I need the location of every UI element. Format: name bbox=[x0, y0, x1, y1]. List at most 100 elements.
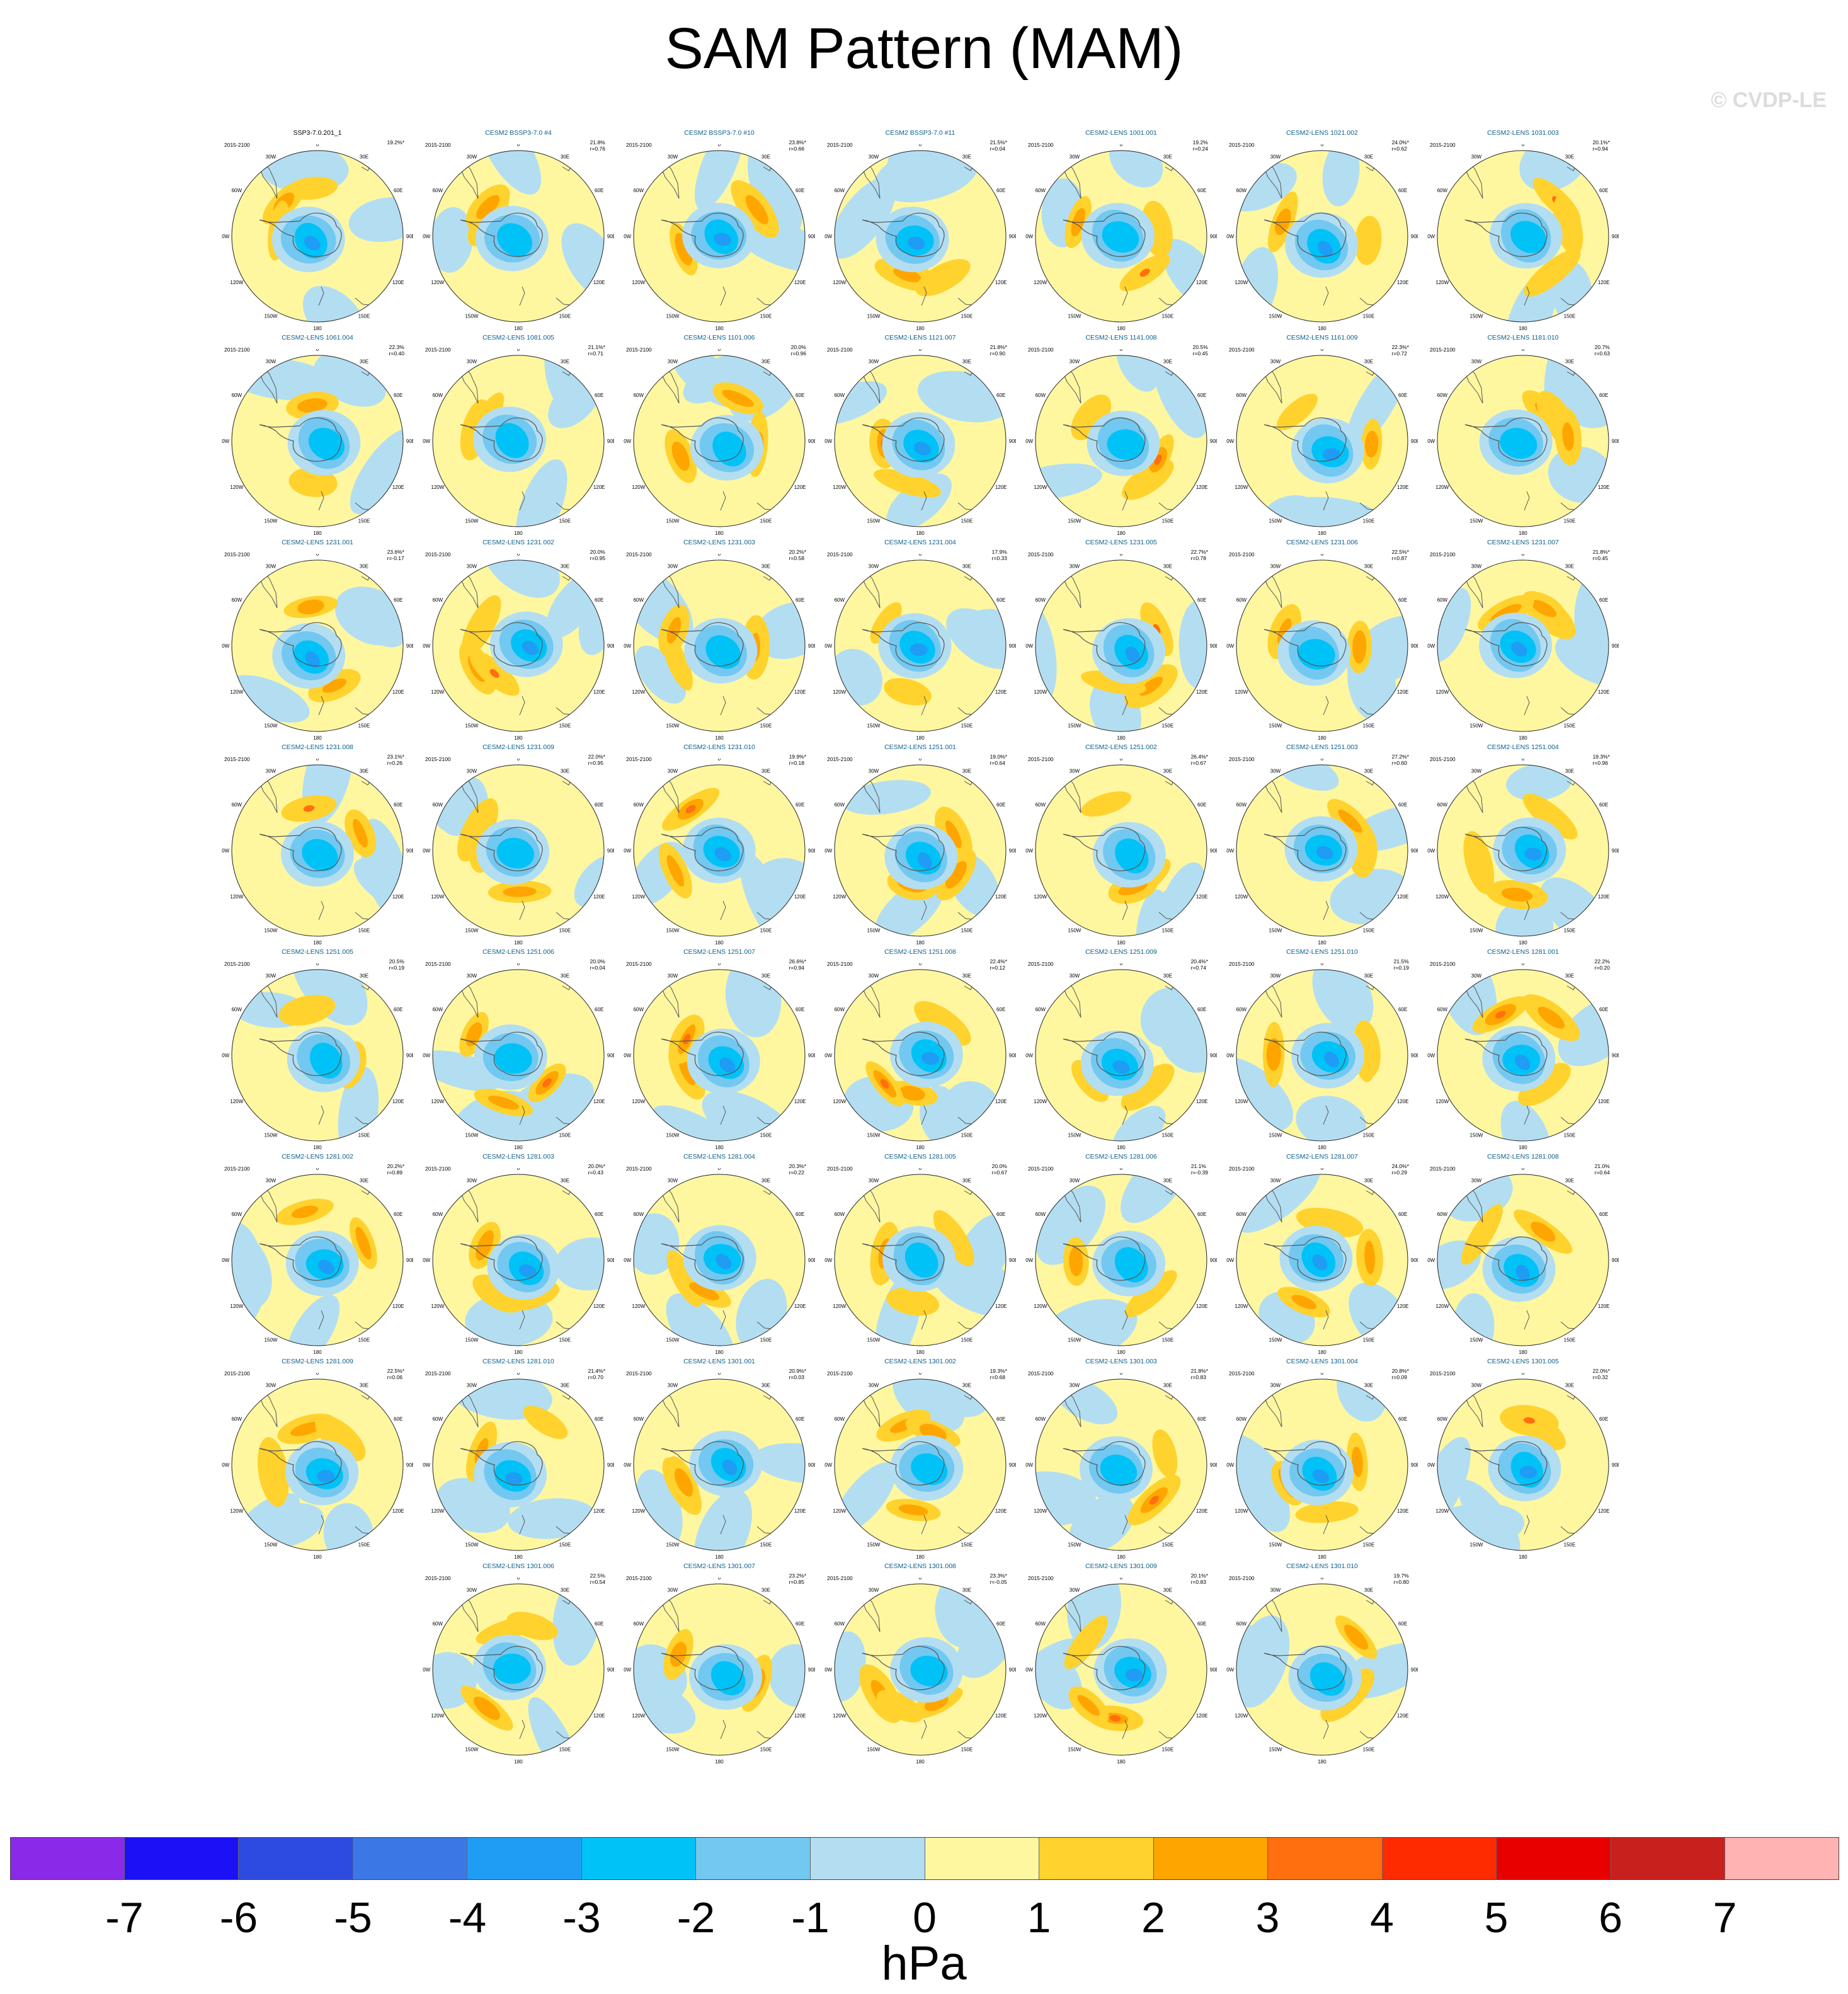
colorbar-box bbox=[239, 1837, 353, 1880]
longitude-label: 0 bbox=[718, 1578, 721, 1581]
continent-coastline bbox=[921, 1515, 927, 1535]
panel-stats: 19.2%* bbox=[387, 139, 404, 146]
longitude-label: 180 bbox=[1519, 735, 1527, 740]
longitude-label: 90E bbox=[1210, 1258, 1217, 1263]
longitude-label: 30E bbox=[1163, 359, 1172, 365]
panel-stats: 21.0% r=0.64 bbox=[1595, 1163, 1610, 1176]
longitude-label: 0 bbox=[517, 1168, 520, 1171]
longitude-label: 90E bbox=[1009, 438, 1016, 444]
panel-variance-pct: 20.7% bbox=[1594, 344, 1610, 350]
panel-variance-pct: 19.9%* bbox=[789, 753, 806, 760]
panel-variance-pct: 20.0% bbox=[590, 958, 605, 965]
positive-anomaly-core bbox=[671, 441, 690, 471]
longitude-label: 90E bbox=[1612, 1053, 1619, 1058]
map-panel: CESM2-LENS 1231.005 2015-2100 22.7%* r=0.78… bbox=[1025, 539, 1217, 740]
longitude-label: 150W bbox=[1269, 518, 1282, 524]
positive-anomaly-peak bbox=[303, 805, 315, 812]
longitude-label: 90W bbox=[1025, 1667, 1034, 1673]
polar-negative-peak bbox=[1312, 1469, 1330, 1484]
map-border bbox=[432, 1378, 605, 1551]
map-border bbox=[1236, 1378, 1408, 1551]
polar-map: 0 30E 60E 90E 120E 150E 180 150W 120W 90W 60W 30W bbox=[222, 349, 413, 536]
panel-stats: 20.1%* r=0.83 bbox=[1191, 1573, 1208, 1585]
longitude-label: 180 bbox=[1318, 530, 1326, 536]
antarctica-coastline bbox=[259, 1236, 342, 1281]
continent-coastline bbox=[1524, 1310, 1530, 1330]
panel-stats: 24.0%* r=0.62 bbox=[1392, 139, 1409, 152]
longitude-label: 30W bbox=[1270, 1178, 1281, 1184]
map-panel: CESM2-LENS 1301.007 2015-2100 23.2%* r=0.85… bbox=[624, 1562, 815, 1764]
longitude-label: 90W bbox=[423, 1053, 431, 1058]
longitude-label: 0 bbox=[1522, 144, 1525, 147]
longitude-label: 0 bbox=[718, 554, 721, 557]
longitude-label: 60E bbox=[996, 1621, 1005, 1627]
longitude-label: 30E bbox=[1565, 769, 1574, 774]
longitude-label: 60E bbox=[796, 802, 804, 808]
colorbar-box bbox=[581, 1837, 697, 1880]
longitude-label: 120E bbox=[593, 280, 605, 285]
map-panel: CESM2-LENS 1281.007 2015-2100 24.0%* r=0.29… bbox=[1226, 1153, 1418, 1355]
map-panel: CESM2-LENS 1301.004 2015-2100 20.8%* r=0.09… bbox=[1226, 1358, 1418, 1559]
antarctica-coastline bbox=[460, 417, 543, 462]
polar-negative-core bbox=[1309, 1662, 1345, 1696]
longitude-label: 120E bbox=[1397, 1508, 1409, 1514]
negative-anomaly-patch bbox=[286, 1295, 340, 1346]
longitude-label: 150E bbox=[961, 723, 973, 728]
longitude-label: 30W bbox=[668, 973, 678, 979]
polar-negative-peak bbox=[716, 1254, 732, 1269]
panel-stats: 21.4%* r=0.70 bbox=[588, 1368, 605, 1380]
continent-coastline bbox=[720, 696, 726, 716]
positive-anomaly-core bbox=[1352, 1447, 1363, 1477]
longitude-label: 0 bbox=[1321, 1373, 1324, 1376]
longitude-label: 90E bbox=[1411, 234, 1418, 239]
panel-title: CESM2-LENS 1301.008 bbox=[884, 1562, 956, 1570]
positive-anomaly-core bbox=[474, 1438, 489, 1465]
longitude-label: 30W bbox=[1270, 973, 1281, 979]
longitude-label: 90W bbox=[1025, 1462, 1034, 1468]
longitude-label: 120E bbox=[1196, 1099, 1208, 1104]
panel-stats: 20.7% r=0.63 bbox=[1595, 344, 1610, 357]
panel-title: CESM2-LENS 1301.007 bbox=[683, 1562, 755, 1570]
map-border bbox=[1437, 559, 1609, 732]
longitude-label: 90E bbox=[808, 1462, 815, 1468]
longitude-label: 90W bbox=[1226, 848, 1235, 854]
antarctica-coastline bbox=[460, 1031, 543, 1076]
panel-title: CESM2-LENS 1251.005 bbox=[282, 948, 353, 956]
map-border bbox=[633, 355, 806, 527]
panel-variance-pct: 20.5% bbox=[389, 958, 404, 965]
positive-anomaly-core bbox=[678, 1057, 696, 1086]
longitude-label: 30W bbox=[1471, 1178, 1482, 1184]
positive-anomaly-core bbox=[1364, 430, 1379, 457]
panel-title: CESM2-LENS 1301.005 bbox=[1487, 1358, 1559, 1365]
antarctica-coastline bbox=[661, 212, 744, 257]
panel-stats: 20.9%* r=0.03 bbox=[789, 1368, 806, 1380]
polar-negative-core bbox=[1107, 429, 1145, 460]
polar-negative-peak bbox=[714, 847, 731, 861]
longitude-label: 120W bbox=[1235, 1304, 1248, 1309]
panel-variance-pct: 21.5%* bbox=[990, 139, 1007, 146]
longitude-label: 0 bbox=[919, 1373, 922, 1376]
panel-variance-pct: 24.0%* bbox=[1391, 139, 1409, 146]
panel-variance-pct: 22.4%* bbox=[990, 958, 1007, 965]
longitude-label: 30E bbox=[761, 973, 770, 979]
longitude-label: 30W bbox=[266, 564, 277, 570]
longitude-label: 60W bbox=[433, 802, 443, 808]
colorbar-tick-label: 0 bbox=[913, 1894, 937, 1942]
longitude-label: 90W bbox=[1427, 234, 1435, 239]
longitude-label: 30E bbox=[962, 564, 971, 570]
panel-years: 2015-2100 bbox=[626, 1370, 652, 1377]
negative-anomaly-patch bbox=[348, 197, 403, 243]
polar-map: 0 30E 60E 90E 120E 150E 180 150W 120W 90W 60W 30W bbox=[423, 759, 614, 945]
panel-pattern-correlation: r=0.19 bbox=[389, 965, 404, 971]
longitude-label: 30W bbox=[266, 359, 277, 365]
longitude-label: 90E bbox=[607, 1258, 614, 1263]
panel-variance-pct: 20.2%* bbox=[387, 1163, 404, 1169]
longitude-label: 90E bbox=[406, 643, 413, 649]
longitude-label: 60W bbox=[634, 802, 644, 808]
panel-stats: 19.7% r=0.80 bbox=[1394, 1573, 1409, 1585]
longitude-label: 90E bbox=[406, 1053, 413, 1058]
polar-map: 0 30E 60E 90E 120E 150E 180 150W 120W 90W 60W 30W bbox=[1025, 1373, 1217, 1559]
negative-anomaly-patch bbox=[1152, 355, 1207, 438]
longitude-label: 120W bbox=[431, 689, 444, 695]
map-panel: CESM2-LENS 1301.008 2015-2100 23.3%* r=-0.0… bbox=[824, 1562, 1016, 1764]
